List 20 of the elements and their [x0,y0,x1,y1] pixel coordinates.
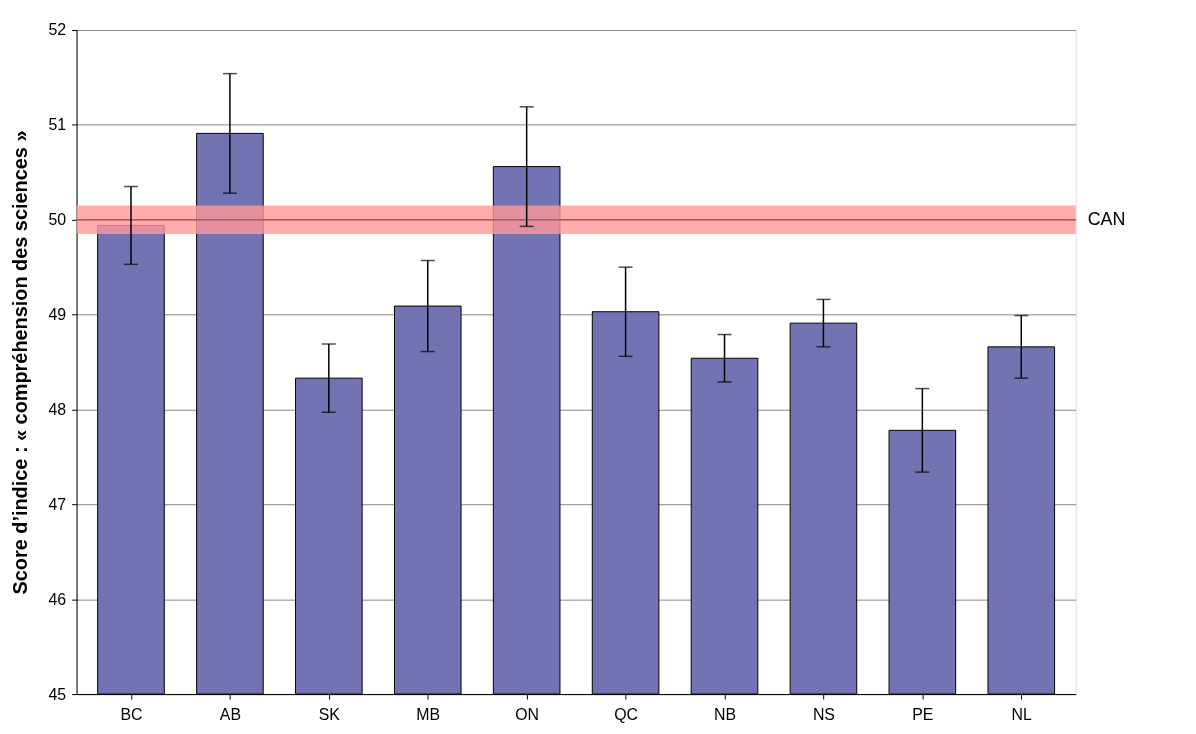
x-tick-label: NB [713,706,737,724]
x-tick-label: AB [219,706,241,724]
x-tick-label: NL [1011,706,1033,724]
y-tick-label: 49 [48,306,67,324]
x-tick-label: NS [812,706,835,724]
y-axis-title: Score d’indice : « compréhension des sciences » [8,130,31,595]
y-tick-label: 51 [48,116,67,134]
x-tick-label: SK [318,706,341,724]
y-tick-label: 50 [48,211,67,229]
x-tick-label: MB [416,706,441,724]
y-tick-label: 48 [48,400,67,418]
ref-line-label: CAN [1087,208,1126,229]
x-tick-label: PE [912,706,934,724]
y-tick-label: 52 [48,21,67,39]
y-tick-label: 47 [48,495,67,513]
x-tick-label: ON [515,706,540,724]
y-tick-label: 46 [48,590,67,608]
y-tick-label: 45 [48,685,67,703]
x-tick-label: QC [614,706,639,724]
x-tick-label: BC [120,706,143,724]
